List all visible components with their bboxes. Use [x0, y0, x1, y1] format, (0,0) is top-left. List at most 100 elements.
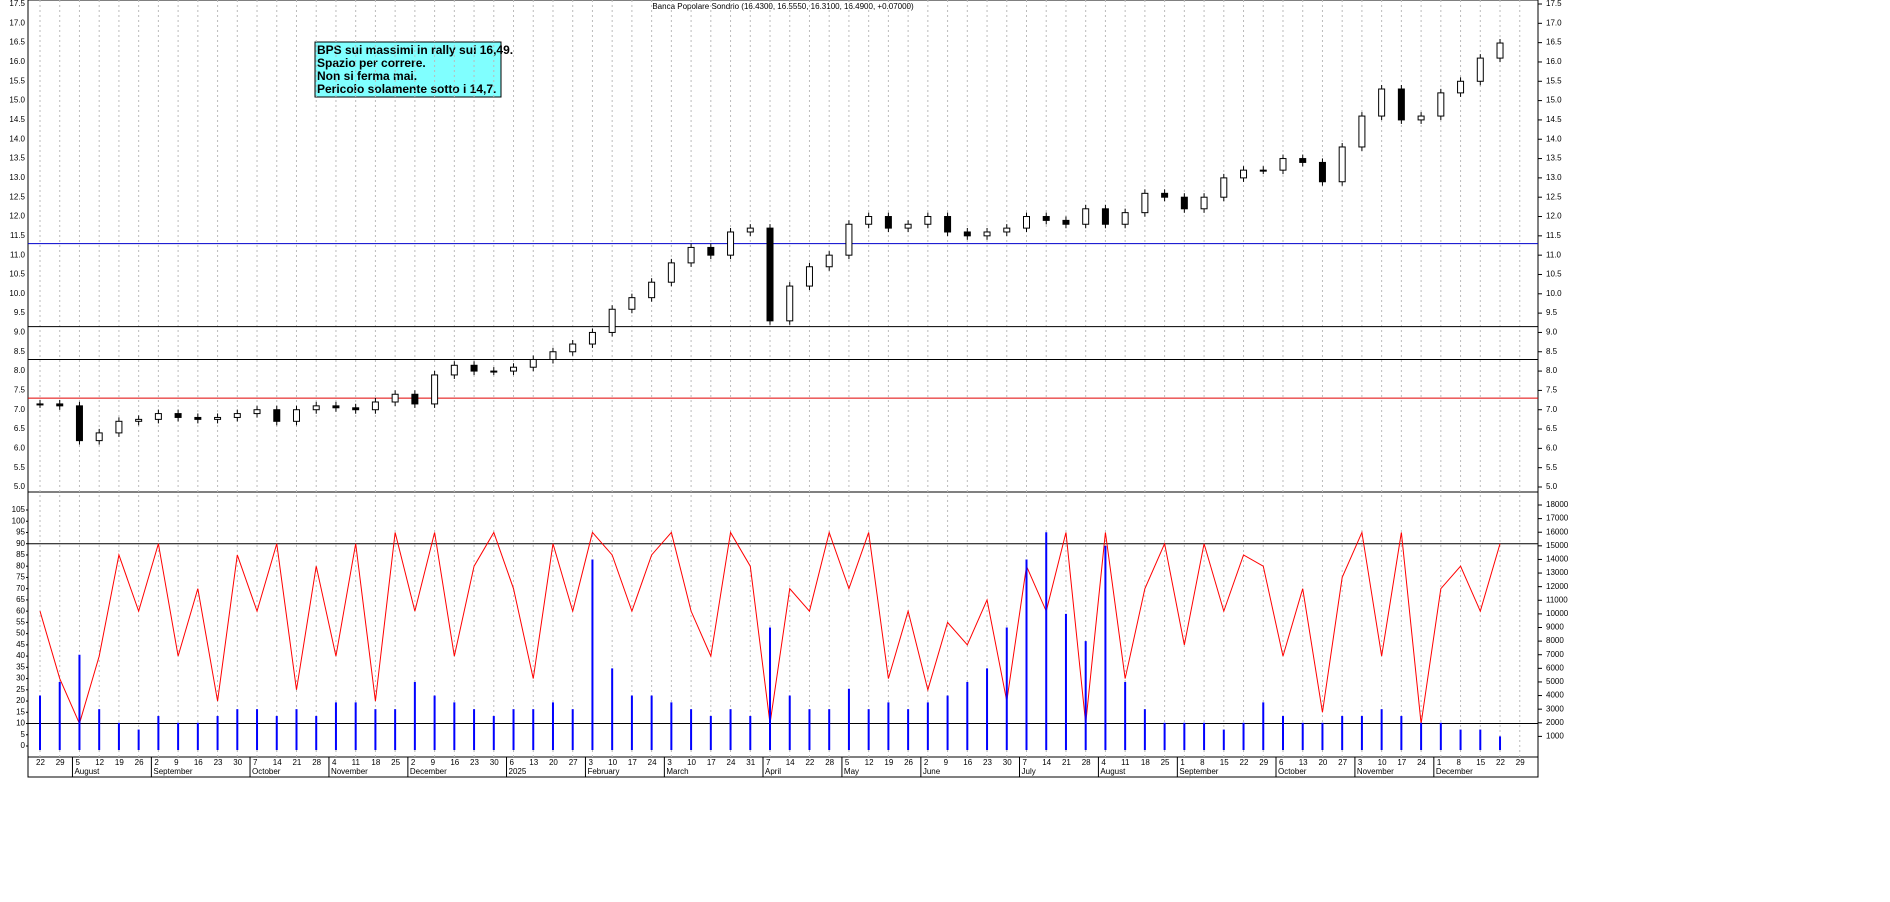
- candle: [36, 403, 44, 406]
- x-tick-label: 22: [1240, 758, 1249, 767]
- candle: [510, 366, 518, 372]
- month-label: May: [844, 767, 859, 776]
- candle: [1240, 169, 1248, 179]
- x-tick-label: 20: [1318, 758, 1327, 767]
- x-tick-label: 22: [805, 758, 814, 767]
- month-label: February: [587, 767, 619, 776]
- candle: [865, 216, 873, 225]
- candle: [174, 413, 182, 418]
- month-label: March: [666, 767, 688, 776]
- x-tick-label: 24: [1417, 758, 1426, 767]
- candle: [1496, 42, 1504, 59]
- x-tick-label: 23: [470, 758, 479, 767]
- candle: [1101, 208, 1109, 225]
- x-tick-label: 19: [884, 758, 893, 767]
- candle: [312, 405, 320, 411]
- x-tick-label: 9: [431, 758, 436, 767]
- y-tick-label-right: 9.5: [1546, 308, 1558, 317]
- y-tick-label-right: 11.0: [1546, 250, 1562, 259]
- candle: [95, 432, 103, 442]
- y-tick-label: 15: [16, 707, 25, 716]
- x-tick-label: 26: [904, 758, 913, 767]
- y-tick-label: 16.5: [9, 38, 25, 47]
- x-tick-label: 28: [825, 758, 834, 767]
- y-tick-label: 10.0: [9, 289, 25, 298]
- y2-tick-label: 14000: [1546, 555, 1569, 564]
- x-tick-label: 23: [214, 758, 223, 767]
- y-tick-label: 20: [16, 696, 25, 705]
- y2-tick-label: 15000: [1546, 541, 1569, 550]
- month-label: July: [1022, 767, 1036, 776]
- y-tick-label: 10: [16, 719, 25, 728]
- candle: [56, 403, 64, 407]
- x-tick-label: 12: [865, 758, 874, 767]
- frame: [27, 0, 1539, 778]
- y2-tick-label: 3000: [1546, 704, 1564, 713]
- x-tick-label: 2: [411, 758, 416, 767]
- y-tick-label: 8.0: [14, 366, 26, 375]
- candle: [983, 231, 991, 237]
- candle: [1042, 216, 1050, 221]
- y2-tick-label: 17000: [1546, 514, 1569, 523]
- y-tick-label-right: 11.5: [1546, 231, 1562, 240]
- x-tick-label: 23: [983, 758, 992, 767]
- candle: [1161, 192, 1169, 198]
- y-tick-label: 100: [12, 516, 26, 525]
- y-tick-label: 5.0: [14, 482, 26, 491]
- y-tick-label-right: 14.0: [1546, 134, 1562, 143]
- x-tick-label: 10: [608, 758, 617, 767]
- candle: [707, 246, 715, 256]
- x-tick-label: 18: [371, 758, 380, 767]
- y-tick-label: 7.0: [14, 405, 26, 414]
- y-tick-label: 16.0: [9, 57, 25, 66]
- y2-tick-label: 1000: [1546, 731, 1564, 740]
- candle: [549, 351, 557, 360]
- x-tick-label: 27: [1338, 758, 1347, 767]
- x-tick-label: 13: [529, 758, 538, 767]
- y-tick-label: 7.5: [14, 386, 26, 395]
- x-tick-label: 14: [273, 758, 282, 767]
- y-tick-label: 60: [16, 606, 25, 615]
- y-tick-label-right: 12.0: [1546, 212, 1562, 221]
- candle: [1417, 115, 1425, 121]
- y-tick-label-right: 10.5: [1546, 270, 1562, 279]
- y-tick-label-right: 10.0: [1546, 289, 1562, 298]
- month-label: December: [1436, 767, 1473, 776]
- x-tick-label: 16: [450, 758, 459, 767]
- month-label: August: [74, 767, 100, 776]
- annotation-box: [314, 41, 502, 98]
- candle: [292, 409, 300, 422]
- annotation-line: Pericolo solamente sotto i 14,7.: [317, 82, 496, 96]
- x-tick-label: 26: [135, 758, 144, 767]
- y-tick-label-right: 7.5: [1546, 386, 1558, 395]
- candle: [924, 216, 932, 225]
- y-tick-label: 17.5: [9, 0, 25, 8]
- candle: [431, 374, 439, 405]
- y-tick-label: 10.5: [9, 270, 25, 279]
- y-tick-label: 25: [16, 685, 25, 694]
- y-tick-label: 5.5: [14, 463, 26, 472]
- y-tick-label: 14.5: [9, 115, 25, 124]
- y-tick-label-right: 15.5: [1546, 76, 1562, 85]
- x-tick-label: 17: [707, 758, 716, 767]
- x-tick-label: 11: [1121, 758, 1130, 767]
- x-tick-label: 10: [1378, 758, 1387, 767]
- y-tick-label-right: 13.0: [1546, 173, 1562, 182]
- candle: [569, 343, 577, 353]
- x-tick-label: 11: [352, 758, 361, 767]
- candle: [1437, 92, 1445, 117]
- x-tick-label: 30: [490, 758, 499, 767]
- x-tick-label: 14: [1042, 758, 1051, 767]
- candle: [1023, 216, 1030, 229]
- y-tick-label-right: 5.0: [1546, 482, 1558, 491]
- y-tick-label-right: 17.5: [1546, 0, 1562, 8]
- x-tick-label: 2: [154, 758, 159, 767]
- candle: [154, 413, 162, 420]
- candle: [490, 370, 498, 373]
- y-tick-label: 6.5: [14, 424, 26, 433]
- candle: [746, 227, 754, 233]
- x-tick-label: 28: [1082, 758, 1091, 767]
- candle: [1358, 115, 1366, 148]
- y-tick-label: 12.5: [9, 192, 25, 201]
